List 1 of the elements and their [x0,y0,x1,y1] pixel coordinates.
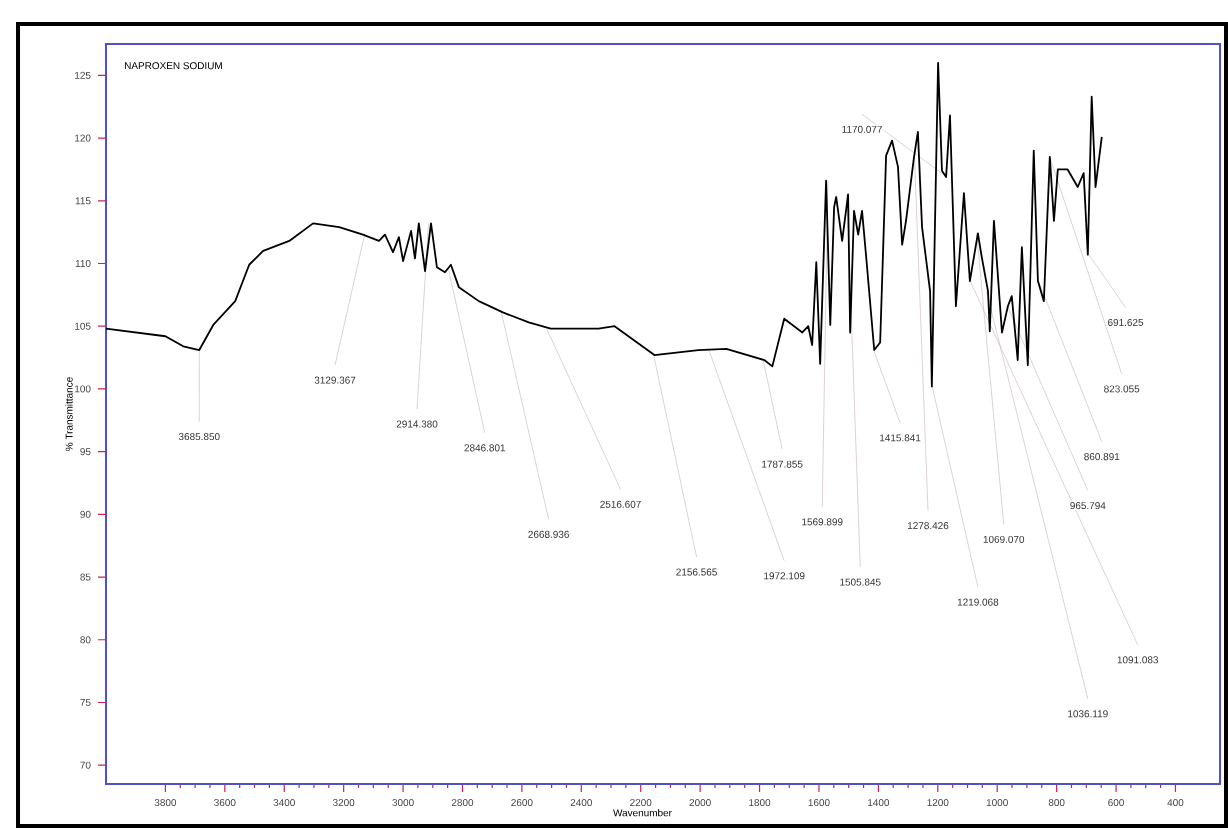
line-series [105,61,1103,388]
